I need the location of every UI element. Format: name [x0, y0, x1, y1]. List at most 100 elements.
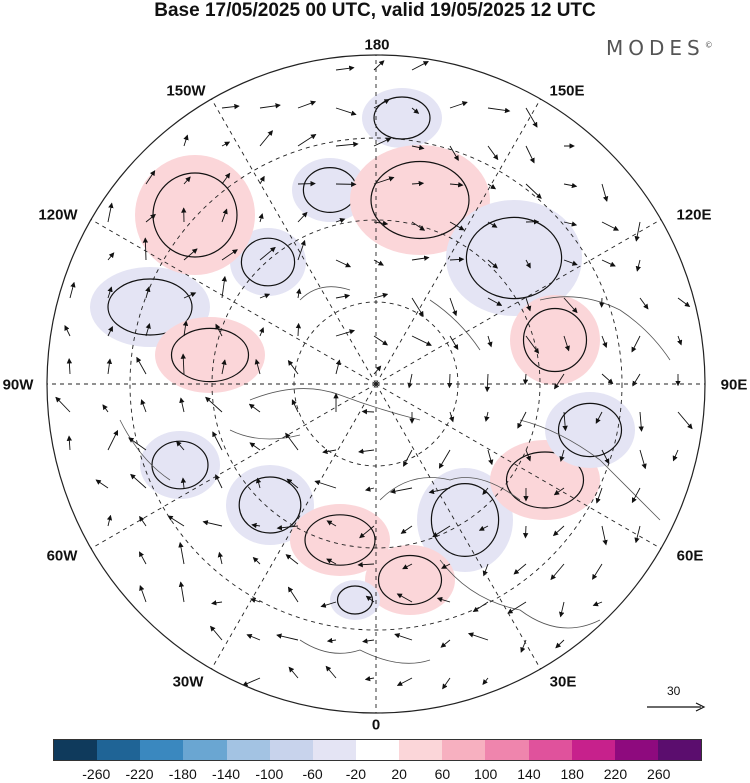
wind-arrow — [449, 145, 459, 162]
coastline — [539, 296, 671, 361]
wind-arrow — [140, 399, 147, 413]
wind-arrow — [285, 432, 299, 451]
wind-arrow — [242, 677, 261, 687]
colorbar-segment — [312, 740, 356, 760]
wind-arrow — [555, 639, 565, 649]
streamline-contour — [238, 476, 302, 534]
wind-arrow — [335, 141, 359, 148]
wind-arrow — [276, 525, 299, 531]
colorbar-tick-label: -20 — [345, 766, 366, 782]
coastline — [299, 639, 431, 664]
wind-arrow — [136, 356, 147, 375]
wind-arrow — [102, 404, 109, 413]
wind-arrow — [411, 107, 420, 114]
wind-arrow — [639, 449, 647, 470]
wind-arrow — [180, 477, 187, 489]
wind-arrow — [428, 487, 451, 495]
meridian — [90, 383, 377, 549]
wind-arrow — [66, 358, 73, 375]
wind-arrow — [221, 208, 228, 223]
colorbar-segment — [97, 740, 141, 760]
wind-arrow — [677, 335, 683, 346]
wind-arrow — [553, 487, 565, 496]
wind-arrow — [167, 515, 185, 527]
wind-arrow — [286, 478, 299, 489]
wind-arrow — [411, 221, 426, 231]
wind-arrow — [107, 252, 115, 261]
latitude-circle — [129, 137, 623, 631]
lat-lon-grid — [47, 55, 705, 713]
wind-arrow — [677, 297, 691, 308]
coastline — [299, 286, 351, 301]
wind-arrow — [484, 373, 491, 393]
colorbar-tick-label: 140 — [517, 766, 541, 782]
colorbar-tick-label: 220 — [603, 766, 628, 782]
colorbar-segment — [399, 740, 443, 760]
colorbar-segment — [54, 740, 98, 760]
wind-arrow — [507, 601, 527, 614]
coastline — [439, 559, 601, 629]
wind-arrow — [563, 259, 578, 266]
wind-arrow — [396, 593, 413, 603]
wind-arrow — [221, 172, 231, 185]
streamline-contour — [336, 585, 374, 615]
wind-arrow — [320, 601, 337, 608]
wind-arrow — [373, 259, 384, 266]
streamline-contour — [377, 554, 443, 606]
wind-arrow — [259, 175, 265, 185]
wind-arrow — [449, 182, 464, 188]
wind-arrow — [672, 449, 679, 462]
wind-arrow — [436, 597, 451, 603]
wind-arrow — [472, 601, 489, 613]
wind-arrow — [107, 326, 113, 337]
wind-arrow — [221, 249, 238, 261]
colorbar-tick-label: 60 — [434, 766, 451, 782]
colorbar-segment — [269, 740, 313, 760]
wind-arrow — [202, 520, 223, 527]
wind-arrow — [183, 176, 191, 185]
reference-vector-arrow — [647, 702, 706, 712]
wind-arrow — [595, 411, 603, 424]
wind-arrow — [183, 134, 189, 147]
wind-arrow — [601, 221, 620, 231]
meridian — [375, 383, 662, 549]
colorbar-segment — [528, 740, 572, 760]
coastline — [249, 388, 421, 421]
wind-arrow — [403, 449, 413, 467]
wind-arrow — [210, 625, 223, 641]
wind-arrow — [396, 677, 413, 686]
wind-arrow — [215, 323, 223, 337]
lon-label-180: 180 — [364, 36, 390, 54]
wind-arrow — [297, 100, 317, 109]
colorbar-tick-label: -180 — [168, 766, 197, 782]
wind-arrow — [400, 525, 413, 534]
streamline-contour — [170, 327, 250, 383]
wind-arrow — [487, 107, 511, 114]
lon-label-90e: 90E — [720, 376, 748, 394]
wind-arrow — [139, 585, 147, 603]
wind-arrow — [287, 586, 299, 603]
wind-arrow — [411, 335, 432, 346]
wind-arrow — [55, 396, 71, 413]
streamline-contour — [505, 451, 585, 509]
colorbar-tick-label: -220 — [125, 766, 154, 782]
wind-arrow — [394, 633, 413, 641]
wind-arrow — [487, 449, 494, 466]
wind-arrow — [601, 183, 609, 202]
colorbar — [53, 739, 702, 761]
wind-arrow — [407, 373, 413, 389]
coastlines — [119, 286, 671, 664]
wind-arrow — [246, 633, 261, 641]
wind-arrow — [364, 676, 375, 682]
anomaly-field — [90, 88, 635, 620]
lon-label-60e: 60E — [676, 547, 704, 565]
streamline-contour — [430, 483, 500, 558]
wind-arrow — [95, 479, 109, 489]
wind-arrow — [487, 297, 503, 306]
wind-arrow — [297, 211, 308, 223]
wind-arrow — [552, 525, 565, 537]
wind-arrow — [525, 335, 540, 354]
colorbar-segment — [140, 740, 184, 760]
wind-arrow — [639, 297, 649, 310]
